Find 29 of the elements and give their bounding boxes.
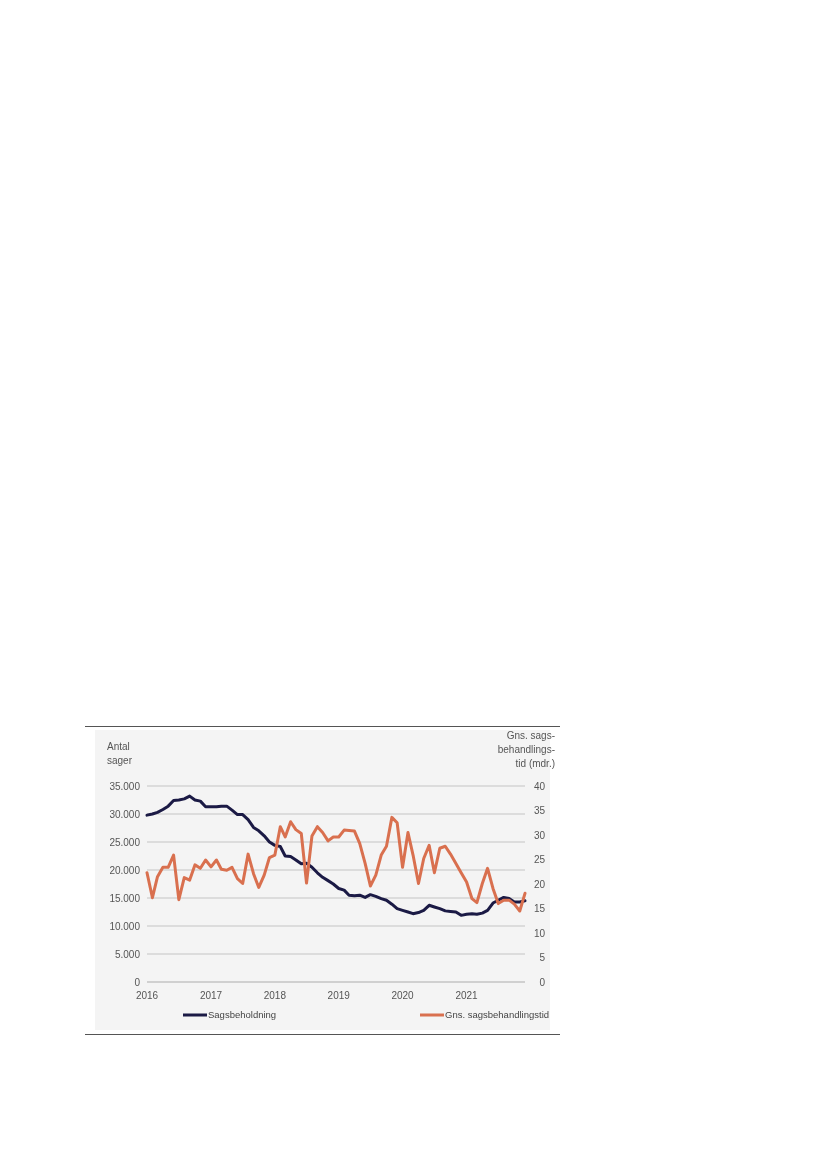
- y2-tick-label: 5: [539, 952, 546, 963]
- y-tick-label: 30.000: [109, 808, 141, 820]
- y2-tick-label: 35: [533, 805, 546, 816]
- y2-tick-label: 20: [533, 878, 546, 890]
- y2-tick-label: 40: [533, 780, 546, 792]
- y2-axis-title: Gns. sags-behandlings-tid (mdr.): [497, 730, 555, 769]
- legend-label: Sagsbeholdning: [208, 1009, 277, 1021]
- y-tick-label: 35.000: [109, 780, 141, 792]
- x-tick-label: 2019: [327, 990, 351, 1001]
- line-series: [145, 794, 527, 917]
- y2-tick-label: 0: [539, 976, 546, 988]
- y-tick-label: 5.000: [114, 948, 141, 960]
- y-tick-label: 20.000: [109, 864, 141, 876]
- x-tick-label: 2018: [263, 990, 287, 1001]
- y-axis-title: Antal sager: [107, 741, 133, 766]
- legend-label: Gns. sagsbehandlingstid: [445, 1009, 550, 1021]
- x-tick-label: 2021: [455, 990, 479, 1001]
- y2-tick-label: 10: [533, 927, 546, 939]
- y-tick-label: 15.000: [109, 892, 141, 904]
- y2-tick-label: 15: [533, 903, 546, 914]
- y2-tick-label: 25: [533, 854, 546, 865]
- y-tick-label: 25.000: [109, 836, 141, 848]
- x-tick-label: 2017: [199, 990, 223, 1001]
- y-tick-label: 10.000: [109, 920, 141, 932]
- y2-tick-label: 30: [533, 829, 546, 841]
- x-tick-label: 2020: [391, 990, 415, 1001]
- line-series: [145, 815, 527, 913]
- y-tick-label: 0: [134, 976, 141, 988]
- x-tick-label: 2016: [135, 990, 159, 1001]
